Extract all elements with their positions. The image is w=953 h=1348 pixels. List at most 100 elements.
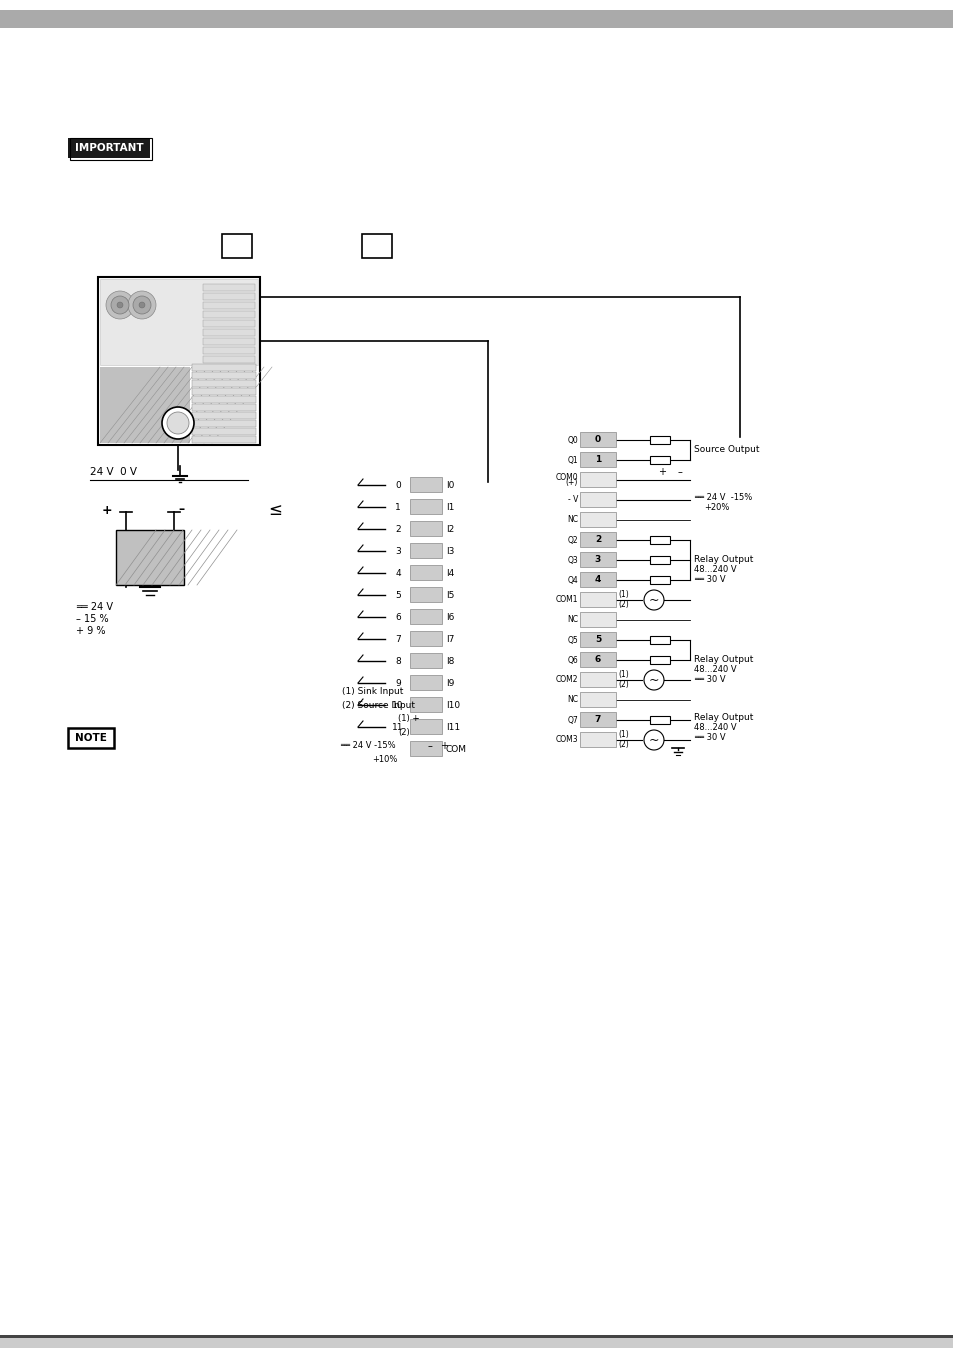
Text: COM1: COM1	[555, 596, 578, 604]
Text: ══ 24 V  -15%: ══ 24 V -15%	[693, 493, 752, 503]
Bar	[68, 137, 150, 158]
Circle shape	[643, 670, 663, 690]
Text: COM3: COM3	[555, 736, 578, 744]
Bar	[649, 456, 669, 464]
Text: 48...240 V: 48...240 V	[693, 723, 736, 732]
Text: 0: 0	[395, 480, 400, 489]
Bar	[579, 632, 616, 647]
Text: –: –	[415, 714, 418, 724]
Text: Q1: Q1	[567, 456, 578, 465]
Circle shape	[132, 297, 151, 314]
Bar	[361, 235, 392, 257]
Text: (2): (2)	[618, 679, 628, 689]
Bar	[410, 477, 441, 492]
Text: 3: 3	[595, 555, 600, 565]
Text: 2: 2	[395, 524, 400, 534]
Text: COM2: COM2	[555, 675, 578, 685]
Text: ~: ~	[648, 674, 659, 686]
Text: ~: ~	[648, 593, 659, 607]
Bar	[579, 692, 616, 706]
Text: 3: 3	[395, 546, 400, 555]
Text: Q7: Q7	[567, 716, 578, 724]
Text: NC: NC	[566, 515, 578, 524]
Text: 48...240 V: 48...240 V	[693, 666, 736, 674]
Text: +20%: +20%	[703, 504, 729, 512]
Text: Relay Output: Relay Output	[693, 655, 753, 665]
Text: 10: 10	[392, 701, 403, 709]
Text: (1) Sink Input: (1) Sink Input	[341, 687, 403, 697]
Bar	[649, 555, 669, 563]
Bar	[70, 137, 152, 160]
Text: +: +	[102, 504, 112, 516]
Text: - V: - V	[567, 496, 578, 504]
Circle shape	[128, 291, 156, 319]
Circle shape	[117, 302, 123, 307]
Bar	[579, 592, 616, 607]
Bar	[410, 631, 441, 646]
Bar	[192, 404, 255, 411]
Text: I9: I9	[446, 678, 454, 687]
Bar	[579, 431, 616, 448]
Bar	[222, 235, 252, 257]
Bar	[579, 732, 616, 747]
Text: 0: 0	[595, 435, 600, 445]
Text: Q0: Q0	[567, 435, 578, 445]
Text: ══ 24 V -15%: ══ 24 V -15%	[339, 741, 395, 751]
Circle shape	[643, 731, 663, 749]
Bar	[0, 9, 953, 28]
Text: 1: 1	[595, 456, 600, 465]
Bar	[579, 472, 616, 487]
Text: +10%: +10%	[372, 755, 397, 763]
Circle shape	[139, 302, 145, 307]
Text: –: –	[428, 741, 433, 751]
Text: I11: I11	[446, 723, 459, 732]
Bar	[203, 356, 254, 363]
Bar	[410, 609, 441, 624]
Bar	[192, 380, 255, 387]
Bar	[0, 1339, 953, 1348]
Bar	[410, 520, 441, 537]
Text: Source Output: Source Output	[693, 445, 759, 454]
Bar	[0, 1335, 953, 1340]
Bar	[579, 712, 616, 727]
Circle shape	[167, 412, 189, 434]
Bar	[203, 311, 254, 318]
Bar	[192, 421, 255, 427]
Bar	[579, 452, 616, 466]
Circle shape	[106, 291, 133, 319]
Text: (2) Source Input: (2) Source Input	[341, 701, 415, 709]
Text: I1: I1	[446, 503, 454, 511]
Bar	[410, 499, 441, 514]
Bar	[116, 530, 184, 585]
Bar	[579, 652, 616, 667]
Bar	[579, 572, 616, 586]
Bar	[203, 302, 254, 309]
Text: Relay Output: Relay Output	[693, 555, 753, 565]
Bar	[649, 576, 669, 584]
Text: I5: I5	[446, 590, 454, 600]
Text: +: +	[658, 466, 665, 477]
Text: I8: I8	[446, 656, 454, 666]
Text: (1): (1)	[618, 729, 628, 739]
Bar	[410, 675, 441, 690]
Bar	[203, 293, 254, 301]
Bar	[100, 279, 257, 365]
Bar	[649, 656, 669, 665]
Text: +: +	[439, 741, 448, 751]
Text: Q3: Q3	[567, 555, 578, 565]
Bar	[579, 673, 616, 687]
Bar	[192, 364, 255, 371]
Bar	[579, 492, 616, 507]
Text: I4: I4	[446, 569, 454, 577]
Bar	[649, 537, 669, 545]
Bar	[192, 412, 255, 419]
Text: 6: 6	[395, 612, 400, 621]
Text: (2): (2)	[397, 728, 410, 736]
Text: (+): (+)	[565, 479, 578, 488]
Text: (1): (1)	[618, 670, 628, 678]
Text: COM: COM	[446, 744, 467, 754]
Text: (2): (2)	[618, 740, 628, 748]
Bar	[579, 512, 616, 527]
Bar	[192, 429, 255, 435]
Text: 48...240 V: 48...240 V	[693, 566, 736, 574]
